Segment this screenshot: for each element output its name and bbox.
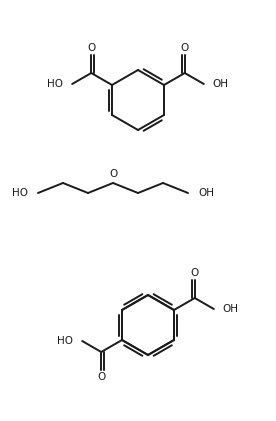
Text: HO: HO xyxy=(47,79,63,89)
Text: O: O xyxy=(191,268,199,278)
Text: O: O xyxy=(109,169,117,179)
Text: OH: OH xyxy=(213,79,229,89)
Text: OH: OH xyxy=(223,304,239,314)
Text: O: O xyxy=(97,372,105,382)
Text: HO: HO xyxy=(57,336,73,346)
Text: O: O xyxy=(87,43,95,53)
Text: O: O xyxy=(181,43,189,53)
Text: HO: HO xyxy=(12,188,28,198)
Text: OH: OH xyxy=(198,188,214,198)
